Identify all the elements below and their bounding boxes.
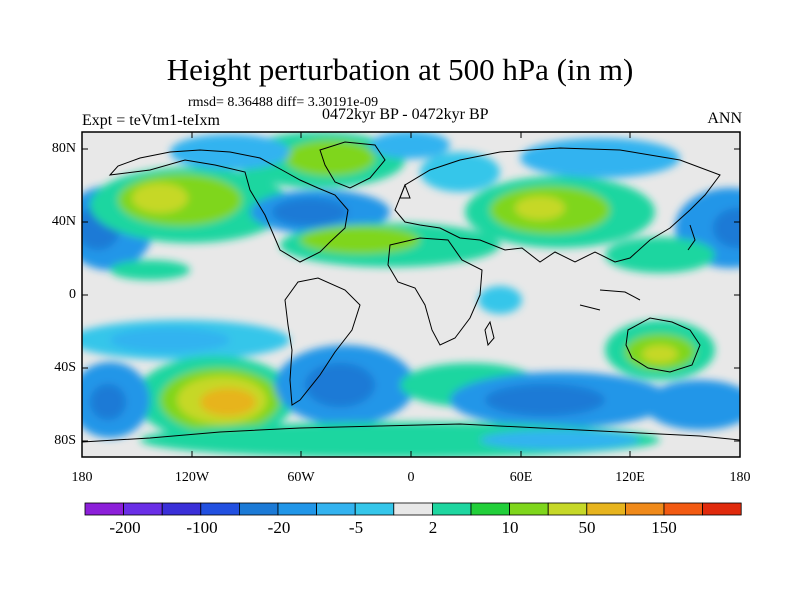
colorbar-swatch [123, 502, 163, 516]
colorbar-swatch [316, 502, 356, 516]
lon-label-120w: 120W [174, 470, 210, 485]
colorbar-swatch [354, 502, 395, 516]
period-label: 0472kyr BP - 0472kyr BP [322, 106, 489, 123]
colorbar-label: 150 [651, 518, 677, 537]
lat-label-40s: 40S [54, 360, 76, 375]
stats-line: rmsd= 8.36488 diff= 3.30191e-09 [188, 95, 379, 110]
colorbar-label: 10 [501, 518, 519, 537]
colorbar-swatch [586, 502, 626, 516]
coastlines [82, 141, 740, 443]
lon-label-60w: 60W [287, 470, 315, 485]
colorbar-swatch [393, 502, 433, 516]
lon-label-60e: 60E [509, 470, 533, 485]
lat-label-0: 0 [69, 287, 76, 302]
experiment-label: Expt = teVtm1-teIxm [82, 112, 220, 129]
lon-label-180e: 180 [729, 470, 751, 485]
season-label: ANN [707, 110, 742, 127]
lon-ticks [81, 132, 741, 457]
lat-label-40n: 40N [51, 214, 76, 229]
colorbar-label: 2 [428, 518, 438, 537]
colorbar [84, 502, 742, 516]
colorbar-label: -20 [267, 518, 291, 537]
colorbar-swatch [200, 502, 240, 516]
lat-ticks [82, 148, 740, 442]
contour-field [82, 132, 740, 457]
colorbar-swatch [84, 502, 124, 516]
colorbar-label: -5 [348, 518, 364, 537]
colorbar-label: 50 [578, 518, 596, 537]
colorbar-swatch [238, 502, 279, 516]
colorbar-swatch [470, 502, 510, 516]
colorbar-label: -100 [186, 518, 218, 537]
colorbar-swatch [625, 502, 665, 516]
colorbar-swatch [663, 502, 703, 516]
lon-label-180w: 180 [71, 470, 93, 485]
colorbar-swatch [161, 502, 202, 516]
lon-label-0: 0 [407, 470, 415, 485]
colorbar-label: -200 [109, 518, 141, 537]
colorbar-swatch [431, 502, 472, 516]
lat-label-80n: 80N [51, 141, 76, 156]
colorbar-swatch [547, 502, 588, 516]
lat-label-80s: 80S [54, 433, 76, 448]
lon-label-120e: 120E [615, 470, 645, 485]
colorbar-swatch [509, 502, 549, 516]
colorbar-swatch [702, 502, 742, 516]
plot-title: Height perturbation at 500 hPa (in m) [166, 52, 634, 87]
colorbar-swatch [277, 502, 317, 516]
